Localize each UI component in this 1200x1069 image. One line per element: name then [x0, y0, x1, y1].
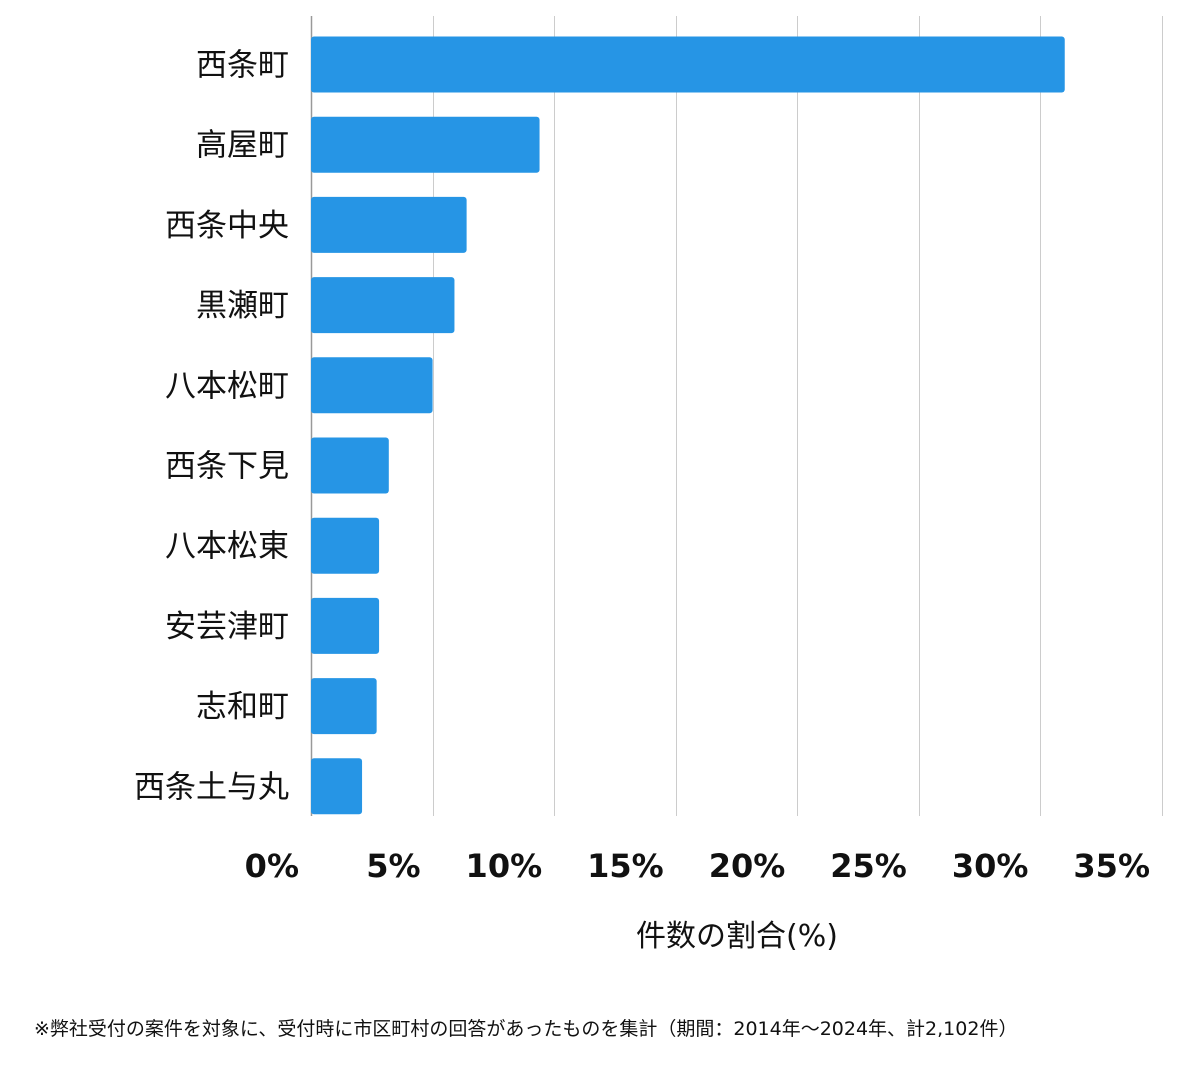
x-tick-label: 20%	[709, 847, 786, 885]
bar	[311, 437, 389, 494]
x-tick-label: 35%	[1073, 847, 1150, 885]
category-label: 志和町	[196, 689, 289, 725]
x-tick-labels: 0% 5% 10% 15% 20% 25% 30% 35%	[245, 847, 1150, 885]
category-label: 高屋町	[196, 128, 289, 164]
x-axis-title: 件数の割合(%)	[636, 919, 838, 954]
x-tick-label: 30%	[952, 847, 1029, 885]
bar	[311, 277, 455, 334]
bar	[311, 196, 467, 253]
bar	[311, 357, 433, 414]
category-label: 黒瀬町	[196, 288, 289, 324]
x-tick-label: 10%	[466, 847, 543, 885]
category-label: 西条土与丸	[134, 769, 289, 805]
x-tick-label: 15%	[587, 847, 664, 885]
bar	[311, 758, 363, 815]
category-label: 安芸津町	[165, 609, 289, 645]
category-label: 西条町	[196, 48, 289, 84]
footnote: ※弊社受付の案件を対象に、受付時に市区町村の回答があったものを集計（期間：201…	[34, 1018, 1018, 1040]
category-label: 八本松町	[165, 368, 289, 404]
bar	[311, 678, 377, 735]
category-label: 西条下見	[165, 449, 289, 485]
category-label: 西条中央	[165, 208, 289, 244]
category-label: 八本松東	[165, 529, 289, 565]
bar	[311, 116, 540, 173]
bar	[311, 517, 380, 574]
bars	[311, 36, 1065, 815]
x-tick-label: 5%	[366, 847, 420, 885]
bar	[311, 36, 1065, 93]
x-tick-label: 25%	[830, 847, 907, 885]
bar	[311, 597, 380, 654]
x-tick-label: 0%	[245, 847, 299, 885]
